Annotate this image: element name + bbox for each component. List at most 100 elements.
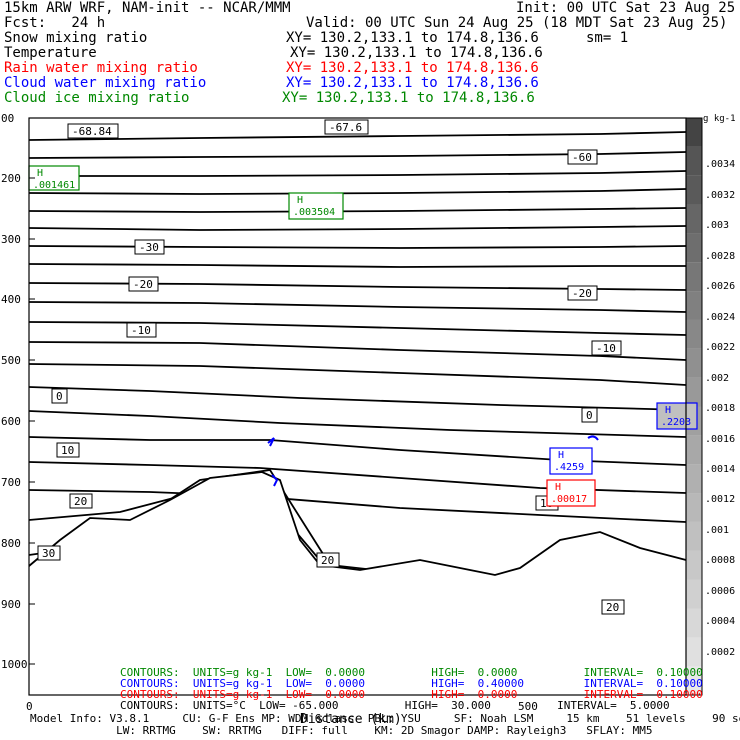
forecast-hour: Fcst: 24 h [4, 15, 106, 31]
temperature-contour [28, 245, 687, 249]
y-tick-label: 500 [1, 354, 21, 367]
maximum-box [28, 165, 80, 191]
maximum-value: .001461 [33, 180, 75, 191]
colorbar-tick-label: .0002 [705, 647, 735, 658]
temperature-label: 0 [56, 390, 63, 403]
temperature-contour [28, 489, 687, 523]
y-tick-label: 300 [1, 233, 21, 246]
x-tick-label: 500 [518, 700, 538, 713]
valid-time: Valid: 00 UTC Sun 24 Aug 25 (18 MDT Sat … [306, 15, 728, 31]
contour-setting-temperature: CONTOURS: UNITS=°C LOW= -65.000 HIGH= 30… [120, 699, 670, 712]
colorbar-segment [686, 175, 702, 205]
field-xy-cloud-water: XY= 130.2,133.1 to 174.8,136.6 [286, 75, 539, 91]
model-info-line-1: Model Info: V3.8.1 CU: G-F Ens MP: WDM 6… [30, 712, 740, 725]
temperature-label-box [324, 119, 369, 135]
maximum-value: .4259 [554, 462, 584, 473]
temperature-contour [28, 207, 687, 213]
colorbar-segment [686, 493, 702, 522]
colorbar-tick-label: .0006 [705, 586, 735, 597]
temperature-label-box [128, 276, 159, 292]
colorbar-segment [686, 608, 702, 638]
temperature-label: -20 [572, 287, 592, 300]
model-title: 15km ARW WRF, NAM-init -- NCAR/MMM [4, 0, 291, 16]
colorbar-tick-label: .0024 [705, 312, 735, 323]
temperature-label-box [567, 285, 598, 301]
temperature-label: 20 [74, 495, 87, 508]
temperature-label-box [51, 388, 68, 404]
maximum-marker: H [665, 405, 671, 416]
x-axis-label: Distance (km) [300, 712, 402, 727]
colorbar-segment [686, 435, 702, 465]
colorbar-segment [686, 377, 702, 407]
temperature-contour [28, 151, 687, 159]
temperature-label: -68.84 [72, 125, 112, 138]
maximum-box [546, 479, 596, 507]
colorbar-tick-label: .0026 [705, 281, 735, 292]
temperature-label: 0 [586, 409, 593, 422]
contour-setting-cloud-ice: CONTOURS: UNITS=g kg-1 LOW= 0.0000 HIGH=… [120, 666, 703, 679]
colorbar-segment [686, 464, 702, 494]
contour-setting-rain: CONTOURS: UNITS=g kg-1 LOW= 0.0000 HIGH=… [120, 688, 703, 701]
temperature-label-box [134, 239, 165, 255]
y-tick-label: 200 [1, 172, 21, 185]
y-tick-label: 800 [1, 537, 21, 550]
colorbar-tick-label: .0022 [705, 342, 735, 353]
cloud-water-mark [267, 437, 275, 447]
temperature-label-box [591, 340, 622, 356]
y-tick-label: 700 [1, 476, 21, 489]
maximum-marker: H [37, 168, 43, 179]
temperature-contour [28, 410, 687, 438]
maximum-box [656, 402, 698, 430]
colorbar-segment [686, 666, 702, 695]
maximum-marker: H [297, 195, 303, 206]
header: 15km ARW WRF, NAM-init -- NCAR/MMM Init:… [4, 0, 740, 112]
field-name-snow: Snow mixing ratio [4, 30, 148, 46]
temperature-contour [28, 131, 687, 141]
temperature-contour [28, 188, 687, 195]
field-xy-cloud-ice: XY= 130.2,133.1 to 174.8,136.6 [282, 90, 535, 106]
model-info-line-2: LW: RRTMG SW: RRTMG DIFF: full KM: 2D Sm… [30, 724, 653, 737]
field-name-cloud-water: Cloud water mixing ratio [4, 75, 207, 91]
temperature-label: 20 [606, 601, 619, 614]
colorbar-tick-label: .0018 [705, 403, 735, 414]
temperature-label: 30 [42, 547, 55, 560]
cloud-water-mark [271, 474, 279, 487]
temperature-label: -20 [133, 278, 153, 291]
temperature-label: -10 [131, 324, 151, 337]
temperature-label-box [581, 407, 598, 423]
temperature-label: -10 [596, 342, 616, 355]
maximum-marker: H [558, 450, 564, 461]
init-time: Init: 00 UTC Sat 23 Aug 25 [516, 0, 736, 16]
field-name-rain: Rain water mixing ratio [4, 60, 198, 76]
colorbar-tick-label: .0016 [705, 434, 735, 445]
temperature-label-box [67, 123, 119, 139]
y-tick-label: 400 [1, 293, 21, 306]
colorbar-tick-label: .002 [705, 373, 729, 384]
temperature-label-box [601, 599, 625, 615]
temperature-label: -60 [572, 151, 592, 164]
field-name-cloud-ice: Cloud ice mixing ratio [4, 90, 190, 106]
field-name-temperature: Temperature [4, 45, 97, 61]
temperature-label-box [567, 149, 598, 165]
temperature-label-box [56, 442, 80, 458]
cloud-water-mark [587, 435, 599, 441]
temperature-contour [28, 301, 687, 313]
temperature-label: -67.6 [329, 121, 362, 134]
temperature-label: -30 [139, 241, 159, 254]
temperature-label-box [37, 545, 61, 561]
colorbar-tick-label: .0034 [705, 159, 735, 170]
maximum-box [288, 192, 344, 220]
field-xy-snow: XY= 130.2,133.1 to 174.8,136.6 [286, 30, 539, 46]
temperature-label-box [69, 493, 93, 509]
colorbar-segment [686, 579, 702, 609]
temperature-contour [28, 363, 687, 386]
x-tick-label: 0 [26, 700, 33, 713]
maximum-value: .003504 [293, 207, 335, 218]
colorbar-tick-label: .0032 [705, 190, 735, 201]
colorbar-segment [686, 319, 702, 349]
colorbar-segment [686, 521, 702, 551]
temperature-label: 10 [61, 444, 74, 457]
colorbar-tick-label: .0028 [705, 251, 735, 262]
temperature-label-box [126, 322, 157, 338]
